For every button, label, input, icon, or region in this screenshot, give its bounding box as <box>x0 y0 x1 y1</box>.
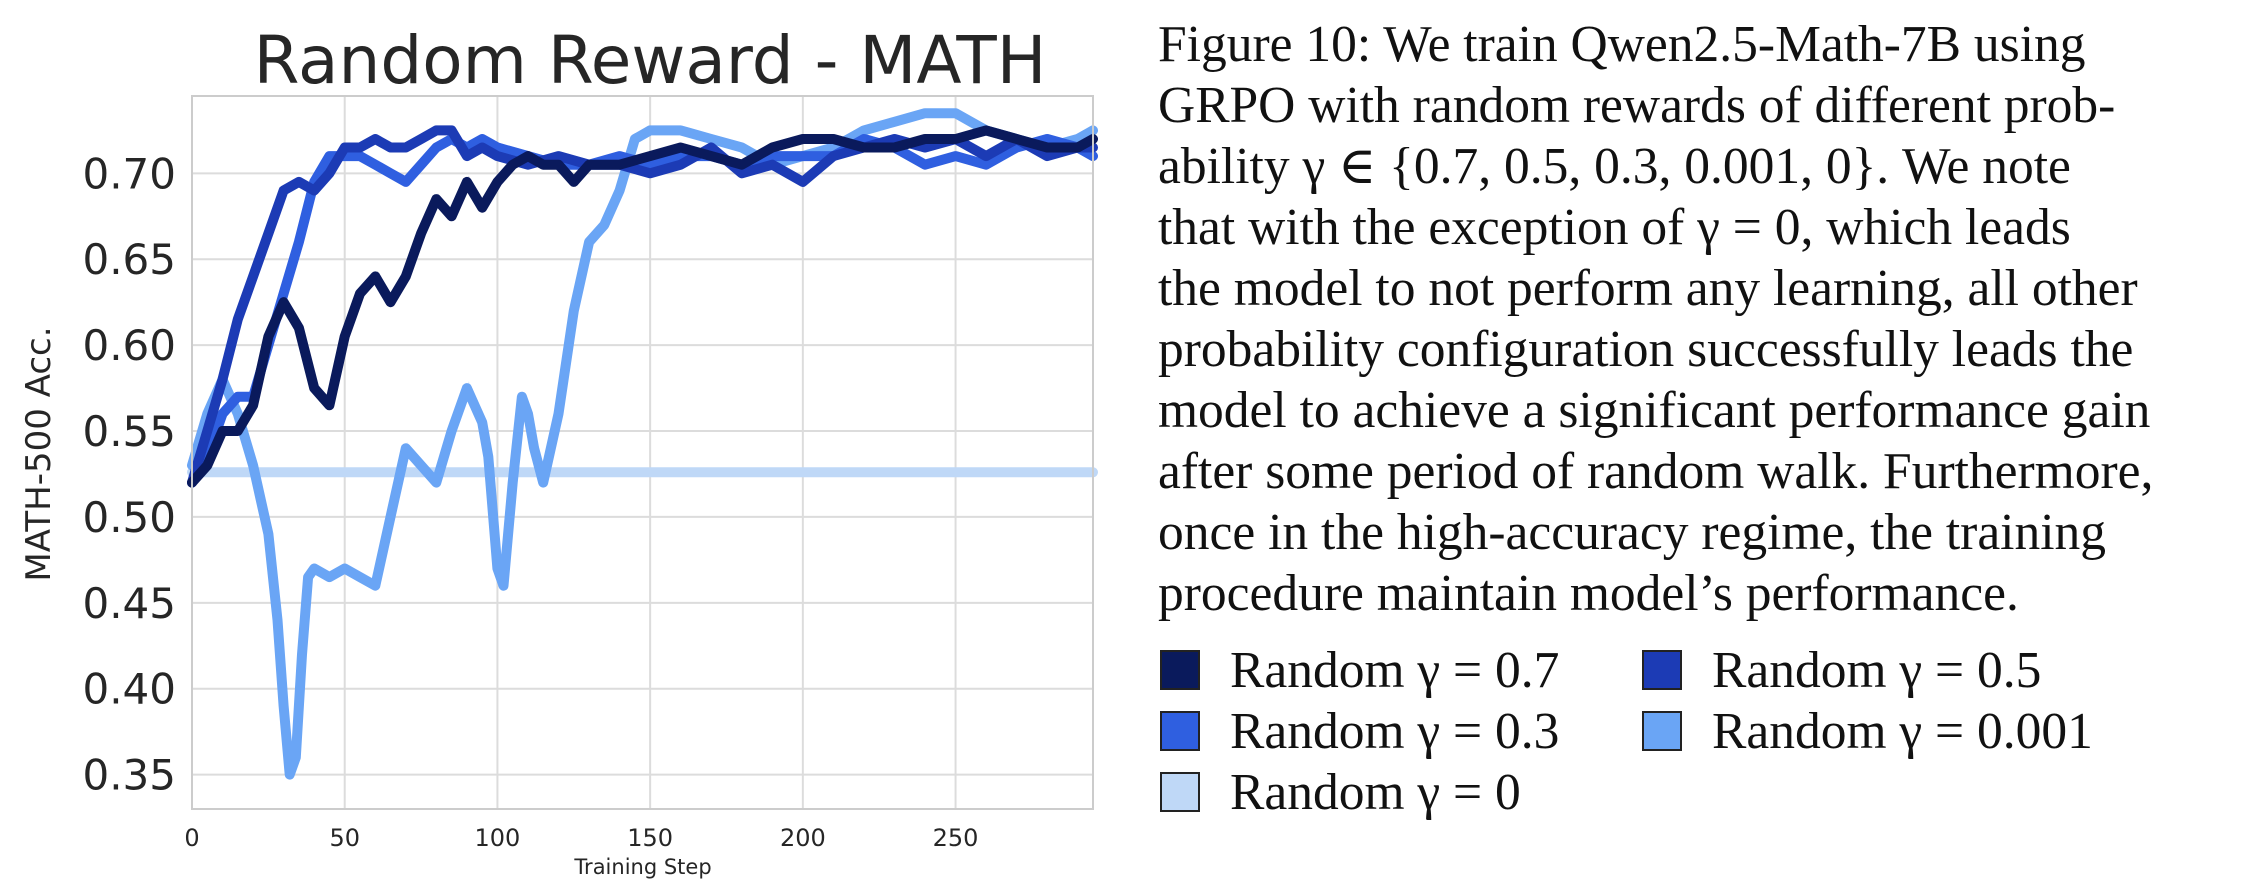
legend-swatch <box>1642 711 1682 751</box>
y-tick-label: 0.40 <box>82 665 176 714</box>
caption-line: Figure 10: We train Qwen2.5-Math-7B usin… <box>1158 16 2086 73</box>
caption-line: procedure maintain model’s performance. <box>1158 565 2019 622</box>
x-tick-label: 250 <box>933 824 979 852</box>
caption-line: the model to not perform any learning, a… <box>1158 260 2138 317</box>
y-tick-label: 0.45 <box>82 579 176 628</box>
y-tick-label: 0.35 <box>82 751 176 800</box>
series-line <box>187 125 1098 488</box>
legend-label: Random γ = 0.7 <box>1230 641 1560 699</box>
x-tick-label: 100 <box>475 824 521 852</box>
legend-item-gamma-0-7: Random γ = 0.7 <box>1160 640 1559 700</box>
legend-swatch <box>1642 650 1682 690</box>
caption-line: GRPO with random rewards of different pr… <box>1158 77 2116 134</box>
legend-item-gamma-0-3: Random γ = 0.3 <box>1160 701 1559 761</box>
caption-line: once in the high-accuracy regime, the tr… <box>1158 504 2107 561</box>
chart-title: Random Reward - MATH <box>254 22 1047 99</box>
y-ticks: 0.35 0.40 0.45 0.50 0.55 0.60 0.65 0.70 <box>82 149 176 799</box>
legend-label: Random γ = 0.5 <box>1712 641 2042 699</box>
x-axis-label: Training Step <box>573 855 711 879</box>
y-tick-label: 0.70 <box>82 149 176 198</box>
figure-caption: Figure 10: We train Qwen2.5-Math-7B usin… <box>1158 14 2258 624</box>
legend-swatch <box>1160 650 1200 690</box>
series-raw-line <box>192 108 1096 773</box>
series-line <box>187 125 1098 488</box>
y-axis-label: MATH-500 Acc. <box>19 326 59 581</box>
caption-line: that with the exception of γ = 0, which … <box>1158 199 2071 256</box>
legend-label: Random γ = 0.3 <box>1230 702 1560 760</box>
y-tick-label: 0.60 <box>82 321 176 370</box>
caption-line: ability γ ∈ {0.7, 0.5, 0.3, 0.001, 0}. W… <box>1158 138 2071 195</box>
caption-line: probability configuration successfully l… <box>1158 321 2134 378</box>
series-lines <box>187 108 1098 780</box>
series-line <box>187 134 1098 488</box>
x-tick-label: 150 <box>627 824 673 852</box>
legend-label: Random γ = 0 <box>1230 763 1521 821</box>
legend-swatch <box>1160 772 1200 812</box>
grid-lines <box>191 96 1093 809</box>
legend-item-gamma-0-5: Random γ = 0.5 <box>1642 640 2041 700</box>
x-tick-label: 0 <box>184 824 199 852</box>
series-raw-line <box>192 134 1096 481</box>
y-tick-label: 0.50 <box>82 493 176 542</box>
caption-line: after some period of random walk. Furthe… <box>1158 443 2154 500</box>
y-tick-label: 0.55 <box>82 407 176 456</box>
x-ticks: 0 50 100 150 200 250 <box>184 824 978 852</box>
legend-swatch <box>1160 711 1200 751</box>
chart: 0 50 100 150 200 250 0.35 0.40 0.45 0.50 0.55 0.60… <box>19 22 1098 879</box>
legend-label: Random γ = 0.001 <box>1712 702 2093 760</box>
plot-frame <box>191 95 1094 810</box>
x-tick-label: 50 <box>329 824 360 852</box>
legend-item-gamma-0-001: Random γ = 0.001 <box>1642 701 2093 761</box>
series-line <box>187 108 1098 780</box>
legend-item-gamma-0: Random γ = 0 <box>1160 762 1521 822</box>
caption-line: model to achieve a significant performan… <box>1158 382 2151 439</box>
x-tick-label: 200 <box>780 824 826 852</box>
y-tick-label: 0.65 <box>82 235 176 284</box>
